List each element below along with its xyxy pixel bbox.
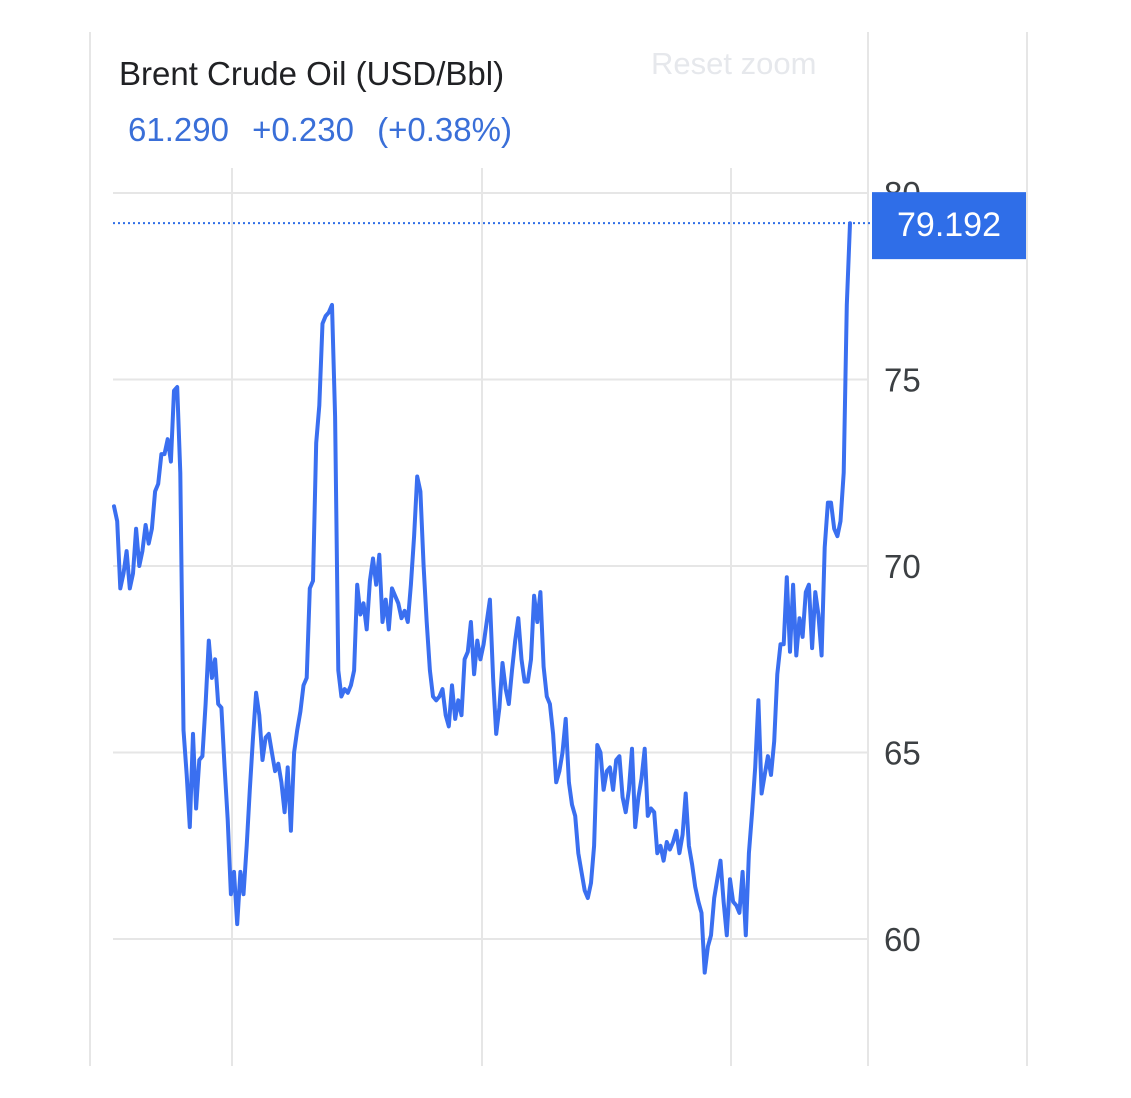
- reset-zoom-button[interactable]: Reset zoom: [651, 46, 817, 81]
- current-price: 61.290: [128, 111, 229, 148]
- last-value-badge: 79.192: [872, 192, 1026, 260]
- last-value-badge-box: [872, 192, 1026, 260]
- y-axis-ticks: 6065707580: [884, 175, 921, 958]
- y-tick-label: 70: [884, 548, 921, 585]
- y-tick-label: 60: [884, 921, 921, 958]
- price-series-line: [112, 221, 852, 975]
- price-quote: 61.290 +0.230 (+0.38%): [128, 111, 526, 149]
- price-change-percent: (+0.38%): [377, 111, 512, 148]
- chart-title: Brent Crude Oil (USD/Bbl): [119, 55, 505, 92]
- y-tick-label: 65: [884, 735, 921, 772]
- price-change: +0.230: [252, 111, 354, 148]
- last-value-label: 79.192: [897, 206, 1001, 244]
- horizontal-grid: [113, 192, 868, 940]
- vertical-grid: [89, 32, 1028, 1066]
- y-tick-label: 75: [884, 362, 921, 399]
